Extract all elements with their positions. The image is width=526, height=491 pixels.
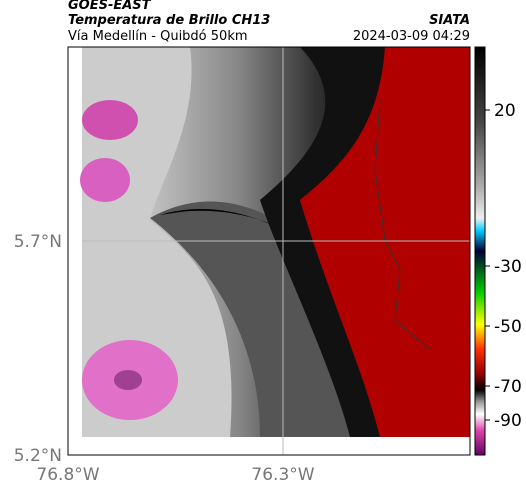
- colorbar: [474, 46, 486, 456]
- lon-label: 76.3°W: [251, 465, 314, 485]
- lat-label: 5.2°N: [14, 446, 62, 466]
- lat-label: 5.7°N: [14, 232, 62, 252]
- colorbar-tick-label: 20: [494, 101, 516, 121]
- satellite-image: [80, 47, 470, 455]
- subtitle: Vía Medellín - Quibdó 50km: [68, 29, 248, 44]
- colorbar-tick-label: -90: [494, 411, 522, 431]
- colorbar-tick-label: -70: [494, 377, 522, 397]
- map-frame: [67, 46, 471, 456]
- colorbar-tick-label: -50: [494, 317, 522, 337]
- title: Temperatura de Brillo CH13: [68, 13, 270, 28]
- colorbar-tick-label: -30: [494, 257, 522, 277]
- lon-label: 76.8°W: [36, 465, 99, 485]
- source: SIATA: [429, 13, 470, 28]
- agency: GOES-EAST: [68, 0, 152, 13]
- timestamp: 2024-03-09 04:29: [353, 29, 470, 44]
- colorbar-ticks: 20 -30 -50 -70 -90: [485, 101, 522, 431]
